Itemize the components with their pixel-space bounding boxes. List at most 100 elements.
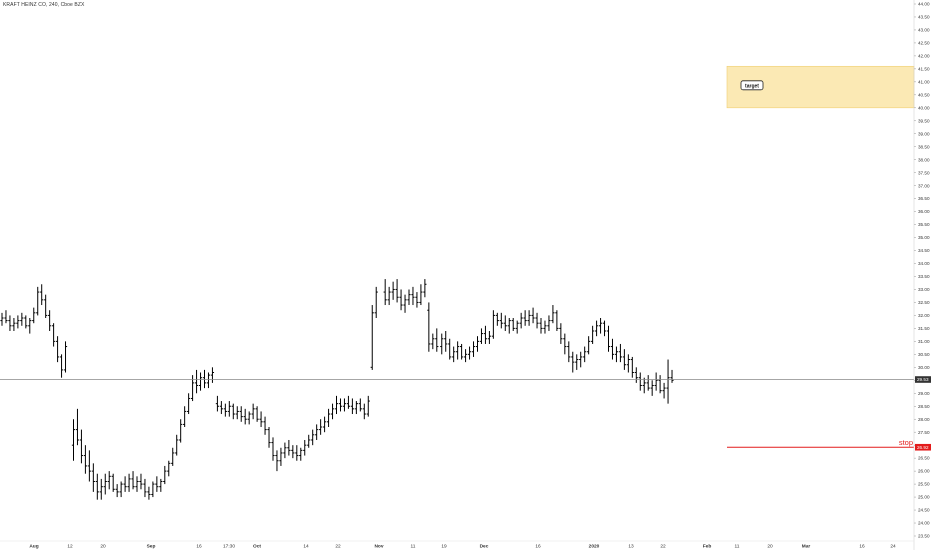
ohlc-bar	[374, 286, 378, 319]
stop-price-badge-box	[915, 443, 931, 451]
ohlc-bar	[666, 359, 670, 404]
ohlc-bar	[452, 346, 456, 363]
ohlc-bar	[223, 403, 227, 417]
price-tick-label: 37.00	[918, 183, 930, 188]
ohlc-bar	[295, 445, 299, 461]
price-tick-label: 43.00	[918, 28, 930, 33]
ohlc-bar	[235, 406, 239, 420]
ohlc-bar	[456, 341, 460, 360]
ohlc-bar	[670, 369, 674, 383]
ohlc-bar	[12, 318, 16, 331]
ohlc-bar	[263, 416, 267, 435]
ohlc-bar	[338, 398, 343, 412]
ohlc-bar	[630, 356, 634, 378]
ohlc-bar	[383, 279, 387, 306]
price-tick-label: 43.50	[918, 15, 930, 20]
ohlc-bar	[206, 372, 211, 389]
ohlc-bar	[210, 367, 215, 383]
ohlc-bar	[40, 284, 44, 306]
time-tick-label: 12	[67, 544, 73, 550]
ohlc-bar	[279, 447, 283, 466]
ohlc-bar	[123, 476, 127, 492]
price-tick-label: 42.50	[918, 41, 930, 46]
price-tick-label: 29.00	[918, 391, 930, 396]
ohlc-bar	[539, 318, 543, 334]
ohlc-bar	[103, 473, 107, 495]
time-tick-label: 16	[196, 544, 202, 550]
price-tick-label: 32.00	[918, 313, 930, 318]
ohlc-bar	[423, 279, 427, 298]
ohlc-bar	[167, 460, 171, 477]
target-label: target	[745, 83, 759, 89]
ohlc-bar	[460, 343, 464, 360]
ohlc-bar	[190, 375, 195, 402]
price-tick-label: 33.50	[918, 274, 930, 279]
price-tick-label: 40.50	[918, 92, 930, 97]
ohlc-bar	[0, 312, 4, 326]
price-tick-label: 24.00	[918, 521, 930, 526]
ohlc-bar	[119, 481, 123, 498]
ohlc-bar	[563, 333, 567, 355]
ohlc-bar	[387, 286, 391, 306]
time-tick-label: 17:30	[223, 544, 235, 550]
ohlc-bar	[479, 328, 484, 344]
time-tick-label: 13	[628, 544, 634, 550]
price-tick-label: 27.50	[918, 430, 930, 435]
ohlc-bar	[63, 341, 68, 373]
price-tick-label: 39.50	[918, 118, 930, 123]
ohlc-bar	[491, 310, 495, 339]
ohlc-bar	[399, 289, 403, 311]
ohlc-bar	[187, 393, 191, 415]
ohlc-bar	[275, 450, 279, 472]
ohlc-bar	[151, 481, 155, 498]
time-tick-label: 11	[411, 544, 416, 550]
price-tick-label: 38.00	[918, 157, 930, 162]
stop-price-badge: 26.92	[917, 445, 929, 450]
price-tick-label: 42.00	[918, 54, 930, 59]
ohlc-bar	[334, 395, 339, 415]
ohlc-bar	[662, 382, 666, 399]
ohlc-bar	[287, 439, 291, 456]
ohlc-bar	[366, 395, 370, 417]
time-tick-label: 2020	[589, 544, 600, 550]
ohlc-bar	[115, 484, 119, 498]
ohlc-bar	[75, 408, 80, 446]
ohlc-bar	[555, 310, 559, 331]
ohlc-bar	[634, 367, 638, 383]
ohlc-bar	[523, 310, 527, 326]
price-tick-label: 37.50	[918, 170, 930, 175]
ohlc-bar	[448, 338, 452, 360]
price-tick-label: 28.50	[918, 404, 930, 409]
ohlc-bar	[315, 424, 319, 440]
ohlc-bar	[503, 315, 507, 331]
ohlc-bar	[391, 281, 395, 300]
ohlc-bar	[475, 336, 480, 352]
ohlc-bar	[175, 434, 179, 456]
ohlc-bar	[610, 338, 615, 360]
ohlc-bar	[91, 463, 95, 492]
price-tick-label: 24.50	[918, 508, 930, 513]
price-tick-label: 35.00	[918, 235, 930, 240]
ohlc-bar	[319, 419, 323, 435]
ohlc-bar	[515, 320, 519, 334]
ohlc-bar	[435, 328, 439, 352]
time-tick-label: Nov	[374, 544, 383, 550]
ohlc-bar	[571, 351, 575, 373]
ohlc-bar	[107, 471, 111, 490]
ohlc-bar	[407, 289, 411, 306]
ohlc-bar	[358, 398, 362, 412]
time-tick-label: Feb	[703, 544, 712, 550]
ohlc-bar	[24, 315, 28, 329]
ohlc-bar	[650, 380, 654, 396]
ohlc-bar	[303, 439, 307, 456]
ohlc-bar	[59, 354, 64, 378]
ohlc-bar	[547, 315, 551, 331]
ohlc-bar	[658, 375, 662, 394]
ohlc-bar	[579, 351, 583, 368]
ohlc-bar	[52, 323, 56, 347]
ohlc-bar	[28, 318, 32, 334]
ohlc-bar	[299, 447, 303, 461]
ohlc-bar	[395, 279, 399, 303]
